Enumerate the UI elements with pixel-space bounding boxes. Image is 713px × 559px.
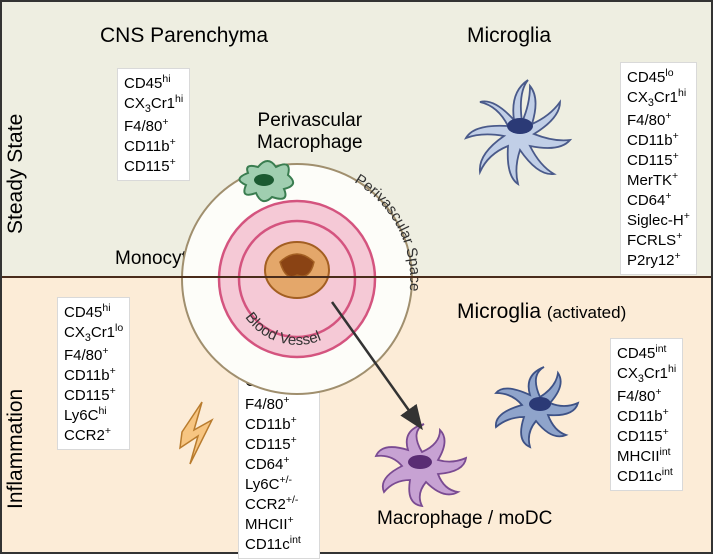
- markers-monocyte: CD45hiCX3Cr1loF4/80+CD11b+CD115+Ly6ChiCC…: [57, 297, 130, 450]
- microglia-activated-text: Microglia: [457, 300, 541, 323]
- microglia-activated-suffix: (activated): [547, 303, 626, 322]
- markers-microglia-activated: CD45intCX3Cr1hiF4/80+CD11b+CD115+MHCIIin…: [610, 338, 683, 491]
- label-monocyte: Monocyte: [115, 248, 197, 270]
- title-cns-parenchyma: CNS Parenchyma: [100, 24, 268, 48]
- title-microglia-activated: Microglia (activated): [457, 300, 626, 324]
- label-macrophage-modc: Macrophage / moDC: [377, 508, 552, 530]
- markers-macrophage-modc: CD45hiCX3Cr1lo/+F4/80+CD11b+CD115+CD64+L…: [238, 346, 320, 559]
- panel-divider: [2, 276, 711, 278]
- markers-pvm: CD45hiCX3Cr1hiF4/80+CD11b+CD115+: [117, 68, 190, 181]
- title-microglia: Microglia: [467, 24, 551, 48]
- pvm-label-text: Perivascular Macrophage: [257, 110, 363, 153]
- label-perivascular-macrophage: Perivascular Macrophage: [257, 110, 363, 154]
- markers-microglia-steady: CD45loCX3Cr1hiF4/80+CD11b+CD115+MerTK+CD…: [620, 62, 697, 275]
- side-label-inflammation: Inflammation: [4, 389, 28, 509]
- side-label-steady-state: Steady State: [4, 114, 28, 234]
